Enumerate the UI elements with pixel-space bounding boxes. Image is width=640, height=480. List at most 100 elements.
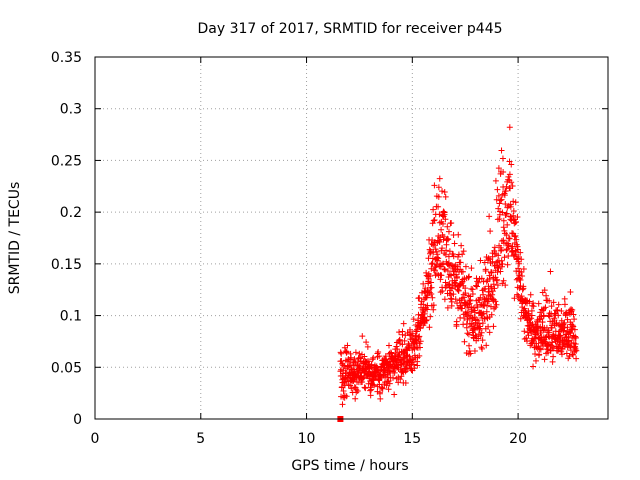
data-point xyxy=(347,382,354,389)
data-point xyxy=(502,200,509,207)
data-point xyxy=(364,343,371,350)
data-point xyxy=(507,201,514,208)
data-point xyxy=(489,291,496,298)
data-point xyxy=(401,337,408,344)
data-point xyxy=(448,220,455,227)
data-point xyxy=(529,339,536,346)
data-point xyxy=(453,318,460,325)
data-point xyxy=(502,282,509,289)
data-point xyxy=(550,353,557,360)
data-point xyxy=(441,296,448,303)
data-point xyxy=(368,386,375,393)
data-point xyxy=(411,365,418,372)
data-point xyxy=(514,246,521,253)
y-tick-label: 0.2 xyxy=(60,205,82,221)
data-point xyxy=(492,298,499,305)
data-point xyxy=(539,319,546,326)
data-point xyxy=(439,245,446,252)
data-point xyxy=(469,290,476,297)
chart-title: Day 317 of 2017, SRMTID for receiver p44… xyxy=(197,21,502,37)
data-point xyxy=(481,259,488,266)
data-point xyxy=(369,356,376,363)
y-tick-label: 0 xyxy=(73,412,82,428)
y-axis-label: SRMTID / TECUs xyxy=(7,182,23,295)
data-point xyxy=(354,388,361,395)
data-point xyxy=(460,248,467,255)
data-point xyxy=(529,302,536,309)
data-point xyxy=(572,341,579,348)
axis-ticks: 0 5 10 15 20 0 0.05 0.1 0.15 0.2 0.25 0.3 0.35 xyxy=(51,50,608,447)
data-point xyxy=(446,281,453,288)
data-point xyxy=(573,355,580,362)
data-point xyxy=(549,339,556,346)
data-point xyxy=(399,341,406,348)
data-point xyxy=(500,169,507,176)
data-point xyxy=(428,284,435,291)
data-point xyxy=(536,351,543,358)
data-point xyxy=(459,251,466,258)
data-point xyxy=(518,256,525,263)
data-point xyxy=(499,209,506,216)
data-point xyxy=(492,177,499,184)
data-point xyxy=(337,349,344,356)
data-point xyxy=(376,353,383,360)
data-point xyxy=(571,316,578,323)
data-point xyxy=(352,395,359,402)
data-point xyxy=(564,316,571,323)
data-point xyxy=(450,291,457,298)
data-point xyxy=(426,324,433,331)
data-point xyxy=(478,329,485,336)
data-point xyxy=(480,310,487,317)
data-point xyxy=(458,242,465,249)
data-point xyxy=(504,261,511,268)
data-point xyxy=(500,224,507,231)
data-point xyxy=(461,294,468,301)
data-point xyxy=(500,217,507,224)
data-point xyxy=(510,212,517,219)
data-point xyxy=(450,253,457,260)
data-point xyxy=(415,334,422,341)
data-point xyxy=(459,268,466,275)
data-point xyxy=(468,265,475,272)
data-point xyxy=(438,226,445,233)
data-point xyxy=(478,275,485,282)
data-point xyxy=(359,378,366,385)
x-tick-label: 20 xyxy=(509,431,527,447)
data-point xyxy=(400,320,407,327)
data-point xyxy=(528,315,535,322)
data-point xyxy=(500,277,507,284)
data-point xyxy=(466,273,473,280)
data-point xyxy=(506,235,513,242)
data-point xyxy=(503,210,510,217)
data-point xyxy=(540,305,547,312)
data-point xyxy=(471,347,478,354)
data-point xyxy=(487,228,494,235)
data-point xyxy=(518,269,525,276)
data-point xyxy=(567,289,574,296)
data-point xyxy=(361,353,368,360)
data-point xyxy=(549,358,556,365)
data-point xyxy=(503,247,510,254)
data-point xyxy=(477,323,484,330)
data-point xyxy=(495,252,502,259)
data-point xyxy=(475,279,482,286)
data-point xyxy=(516,275,523,282)
data-point xyxy=(495,192,502,199)
data-point xyxy=(442,216,449,223)
data-point xyxy=(483,342,490,349)
data-point xyxy=(443,247,450,254)
data-point xyxy=(433,262,440,269)
x-tick-label: 5 xyxy=(196,431,205,447)
data-point xyxy=(399,328,406,335)
data-point xyxy=(497,268,504,275)
data-point xyxy=(394,346,401,353)
data-point xyxy=(362,385,369,392)
data-point xyxy=(370,354,377,361)
data-point xyxy=(484,277,491,284)
data-point xyxy=(511,253,518,260)
data-point xyxy=(556,333,563,340)
data-point xyxy=(485,323,492,330)
plot-frame xyxy=(94,56,609,420)
data-point xyxy=(514,213,521,220)
